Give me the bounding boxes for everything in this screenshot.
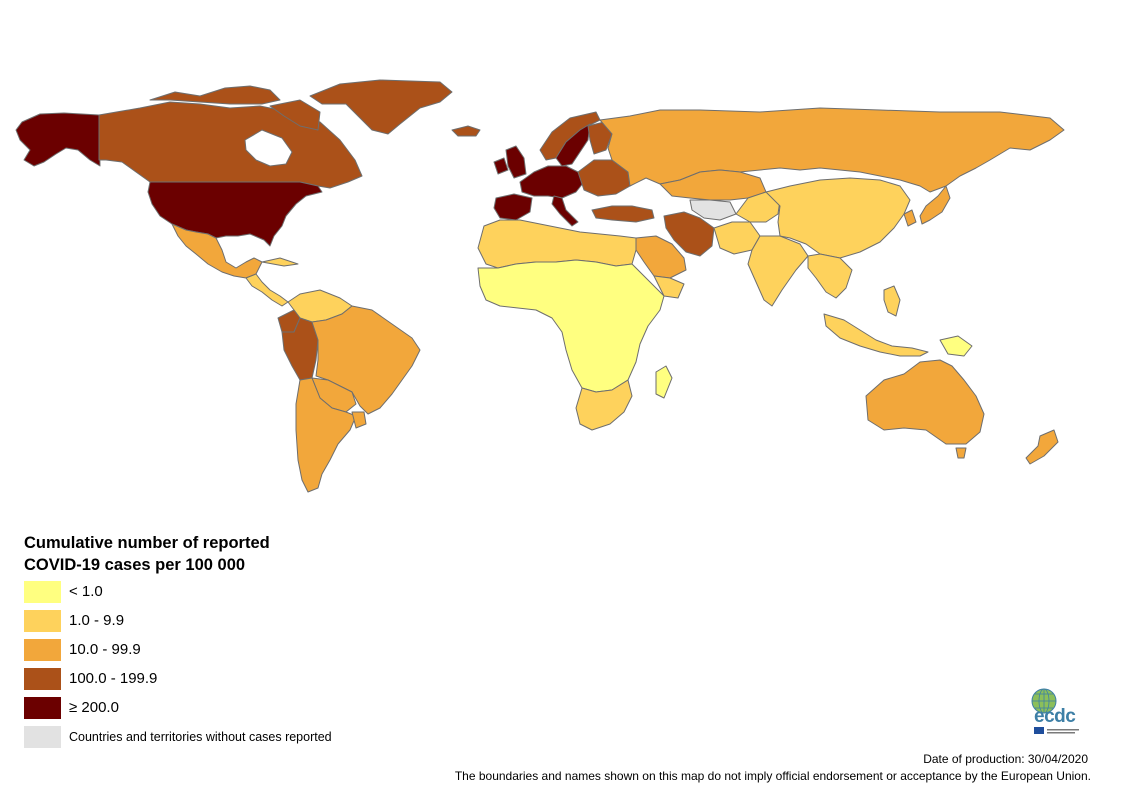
legend-swatch	[24, 581, 61, 603]
legend-title: Cumulative number of reported COVID-19 c…	[24, 532, 270, 576]
region-central-africa	[477, 259, 665, 393]
region-mexico	[171, 223, 263, 279]
legend-label: 10.0 - 99.9	[69, 641, 141, 658]
region-australia	[865, 359, 985, 445]
region-cuba	[261, 257, 299, 267]
region-alaska	[15, 112, 101, 167]
region-peru	[281, 317, 319, 381]
region-spain	[493, 193, 533, 221]
region-argentina-chile	[295, 377, 357, 493]
region-ireland	[493, 157, 509, 175]
world-map-svg	[15, 79, 1065, 493]
region-canada	[98, 101, 363, 189]
region-united-states	[147, 181, 323, 247]
legend-swatch	[24, 639, 61, 661]
legend-label: < 1.0	[69, 583, 103, 600]
region-korea	[903, 209, 917, 227]
legend-label: 1.0 - 9.9	[69, 612, 125, 629]
region-baffin	[269, 99, 321, 131]
region-china	[765, 177, 911, 259]
region-saudi-arabia	[635, 235, 687, 279]
legend-title-line2: COVID-19 cases per 100 000	[24, 556, 246, 574]
region-indonesia	[823, 313, 929, 357]
region-southeast-asia	[807, 253, 853, 299]
legend-swatch	[24, 697, 61, 719]
region-canada-islands	[149, 85, 281, 105]
region-united-kingdom	[505, 145, 527, 179]
legend-label: 100.0 - 199.9	[69, 670, 158, 687]
legend-swatch	[24, 610, 61, 632]
region-western-europe	[519, 165, 585, 199]
ecdc-logo-text: ecdc	[1034, 706, 1076, 727]
world-map	[15, 79, 1065, 493]
legend-swatch	[24, 668, 61, 690]
region-horn-of-africa	[653, 275, 685, 299]
region-central-america	[245, 273, 289, 307]
legend-label: ≥ 200.0	[69, 699, 119, 716]
region-russia	[599, 107, 1065, 193]
region-north-africa	[477, 219, 637, 269]
region-new-zealand	[1025, 429, 1059, 465]
region-iceland	[451, 125, 481, 137]
disclaimer: The boundaries and names shown on this m…	[454, 769, 1091, 783]
region-turkey	[591, 205, 655, 223]
region-india	[747, 235, 809, 307]
region-papua	[939, 335, 973, 357]
region-italy	[551, 195, 579, 227]
hudson-bay	[244, 129, 293, 167]
region-madagascar	[655, 365, 673, 399]
production-date: Date of production: 30/04/2020	[923, 752, 1088, 766]
region-south-africa	[575, 379, 633, 431]
region-uruguay	[351, 411, 367, 429]
region-central-asia	[735, 191, 781, 223]
region-tasmania	[955, 447, 967, 459]
legend-label: Countries and territories without cases …	[69, 730, 332, 744]
region-greenland	[309, 79, 453, 135]
region-brazil	[311, 305, 421, 415]
region-japan	[919, 185, 951, 225]
region-turkmenistan	[689, 199, 737, 221]
region-iran	[663, 211, 715, 257]
region-sweden	[555, 123, 591, 167]
legend-title-line1: Cumulative number of reported	[24, 534, 270, 552]
region-philippines	[883, 285, 901, 317]
legend-swatch	[24, 726, 61, 748]
ecdc-globe-logo-icon	[1031, 688, 1079, 734]
